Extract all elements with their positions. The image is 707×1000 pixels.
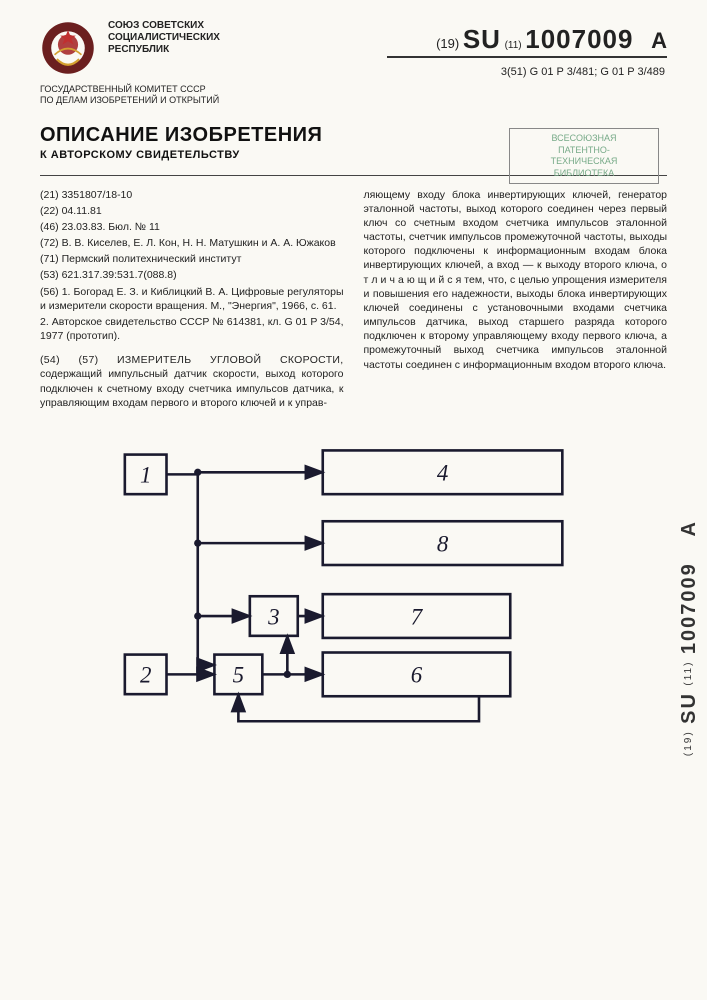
body-columns: (21) 3351807/18-10 (22) 04.11.81 (46) 23…: [40, 188, 667, 412]
entry-46: (46) 23.03.83. Бюл. № 11: [40, 220, 344, 234]
diagram-svg: 1 4 8 3 7 2 5 6: [104, 430, 604, 750]
svg-text:2: 2: [139, 663, 150, 688]
svg-text:6: 6: [410, 663, 422, 688]
right-text: ляющему входу блока инвертирующих ключей…: [364, 188, 668, 372]
svg-text:5: 5: [232, 663, 243, 688]
stamp-line1: ВСЕСОЮЗНАЯ: [514, 133, 654, 145]
svg-text:8: 8: [436, 531, 448, 556]
claim-head: (54) (57) ИЗМЕРИТЕЛЬ УГЛОВОЙ СКОРОСТИ,: [40, 354, 344, 366]
page: СОЮЗ СОВЕТСКИХ СОЦИАЛИСТИЧЕСКИХ РЕСПУБЛИ…: [0, 0, 707, 1000]
committee: ГОСУДАРСТВЕННЫЙ КОМИТЕТ СССР ПО ДЕЛАМ ИЗ…: [40, 84, 667, 106]
side-prefix: (19): [683, 730, 694, 756]
entry-56b: 2. Авторское свидетельство СССР № 614381…: [40, 315, 344, 343]
union-line3: РЕСПУБЛИК: [108, 44, 220, 56]
union-line1: СОЮЗ СОВЕТСКИХ: [108, 20, 220, 32]
entry-72: (72) В. В. Киселев, Е. Л. Кон, Н. Н. Мат…: [40, 236, 344, 250]
entry-22: (22) 04.11.81: [40, 204, 344, 218]
number-underline: [387, 56, 667, 58]
ussr-emblem-icon: [40, 20, 96, 76]
entry-21: (21) 3351807/18-10: [40, 188, 344, 202]
svg-text:4: 4: [436, 461, 447, 486]
sidebar-label: (19) SU (11) 1007009 A: [678, 520, 701, 756]
patent-number: 1007009: [525, 24, 633, 54]
side-country: SU: [678, 692, 700, 724]
claim: (54) (57) ИЗМЕРИТЕЛЬ УГЛОВОЙ СКОРОСТИ, с…: [40, 353, 344, 410]
stamp-line2: ПАТЕНТНО-: [514, 145, 654, 157]
class-code-text: G 01 P 3/481; G 01 P 3/489: [530, 66, 665, 78]
side-number: 1007009: [678, 562, 700, 654]
side-suffix: A: [678, 520, 700, 536]
classification: 3(51) G 01 P 3/481; G 01 P 3/489: [501, 66, 665, 78]
svg-text:3: 3: [267, 604, 279, 629]
library-stamp: ВСЕСОЮЗНАЯ ПАТЕНТНО- ТЕХНИЧЕСКАЯ БИБЛИОТ…: [509, 128, 659, 184]
union-text: СОЮЗ СОВЕТСКИХ СОЦИАЛИСТИЧЕСКИХ РЕСПУБЛИ…: [108, 20, 220, 56]
entry-56: (56) 1. Богорад Е. З. и Киблицкий В. А. …: [40, 285, 344, 313]
prefix: (19): [436, 36, 459, 51]
svg-text:7: 7: [410, 604, 423, 629]
committee-line1: ГОСУДАРСТВЕННЫЙ КОМИТЕТ СССР: [40, 84, 667, 95]
stamp-line4: БИБЛИОТЕКА: [514, 168, 654, 180]
suffix-letter: A: [651, 28, 667, 53]
block-diagram: 1 4 8 3 7 2 5 6: [104, 430, 604, 750]
committee-line2: ПО ДЕЛАМ ИЗОБРЕТЕНИЙ И ОТКРЫТИЙ: [40, 95, 667, 106]
left-column: (21) 3351807/18-10 (22) 04.11.81 (46) 23…: [40, 188, 344, 412]
right-column: ляющему входу блока инвертирующих ключей…: [364, 188, 668, 412]
union-line2: СОЦИАЛИСТИЧЕСКИХ: [108, 32, 220, 44]
entry-71: (71) Пермский политехнический институт: [40, 252, 344, 266]
claim-body: содержащий импульсный датчик скорости, в…: [40, 368, 344, 408]
doc-number: (19) SU (11) 1007009 A: [436, 24, 667, 55]
country-code: SU: [463, 24, 501, 54]
entry-53: (53) 621.317.39:531.7(088.8): [40, 268, 344, 282]
class-prefix: 3(51): [501, 66, 527, 78]
stamp-line3: ТЕХНИЧЕСКАЯ: [514, 156, 654, 168]
svg-text:1: 1: [139, 463, 150, 488]
